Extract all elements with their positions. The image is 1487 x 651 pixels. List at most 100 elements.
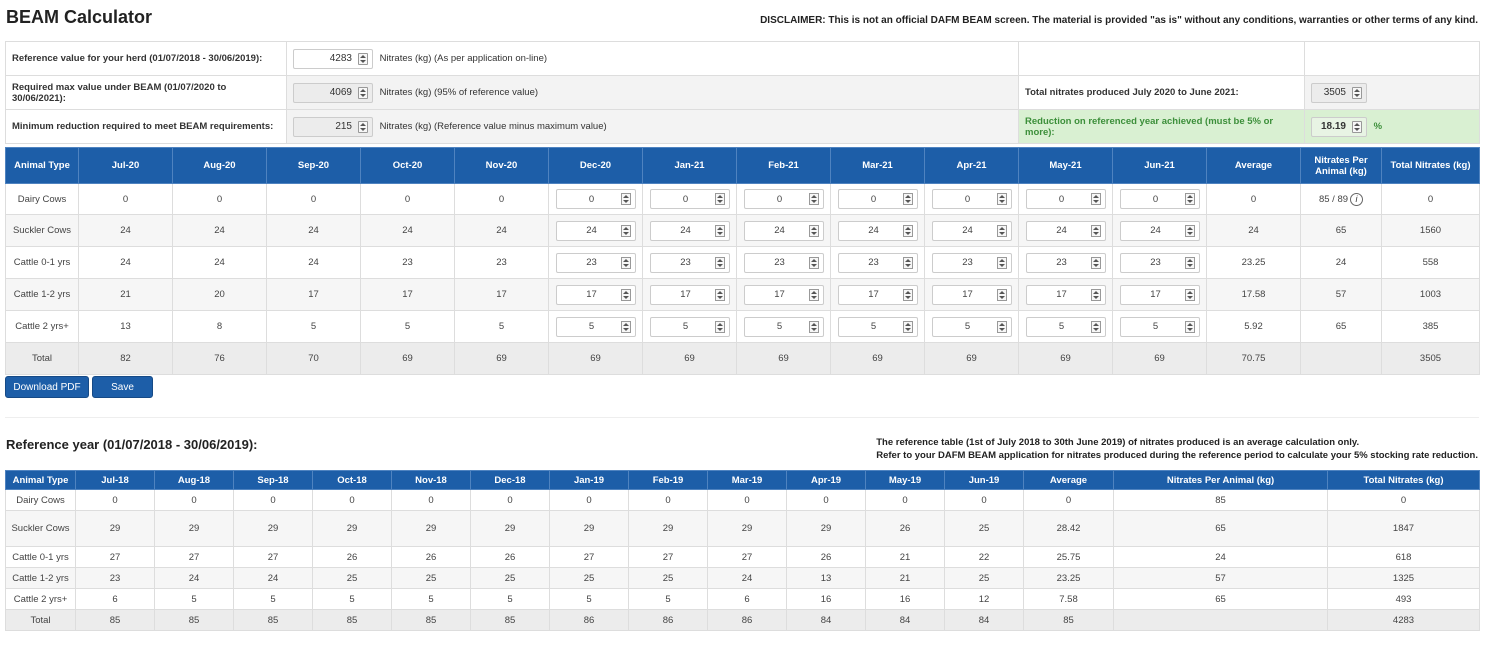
spinner-arrows-icon[interactable]	[620, 193, 631, 205]
month-value-input[interactable]: 17	[1025, 284, 1106, 305]
per-animal-value: 65	[1335, 225, 1347, 236]
month-value-input[interactable]: 17	[837, 284, 918, 305]
spinner-arrows-icon[interactable]	[1184, 288, 1195, 301]
spinner-arrows-icon	[1352, 86, 1362, 99]
month-value-input[interactable]: 17	[555, 284, 636, 305]
month-value-input[interactable]: 0	[1025, 189, 1106, 209]
spinner-arrows-icon[interactable]	[620, 288, 631, 301]
month-cell: 24	[1112, 214, 1207, 247]
min-reduction-value: 215	[293, 116, 373, 137]
month-value-input[interactable]: 5	[837, 316, 918, 337]
average-cell: 24	[1206, 214, 1301, 247]
spinner-arrows-icon[interactable]	[996, 256, 1007, 269]
month-value-input[interactable]: 24	[1025, 220, 1106, 241]
month-value-input[interactable]: 0	[931, 189, 1012, 209]
current-year-table: Animal Type Jul-20 Aug-20 Sep-20 Oct-20 …	[5, 147, 1480, 375]
month-cell: 24	[172, 246, 267, 279]
spinner-arrows-icon[interactable]	[620, 256, 631, 269]
spinner-arrows-icon[interactable]	[902, 320, 913, 333]
month-cell: 86	[549, 609, 629, 631]
info-icon[interactable]: i	[1350, 192, 1364, 206]
month-value-input[interactable]: 23	[837, 252, 918, 273]
spinner-arrows-icon[interactable]	[714, 224, 725, 237]
total-nitrates-cell: 385	[1381, 310, 1480, 343]
month-value-input[interactable]: 5	[743, 316, 824, 337]
spinner-arrows-icon[interactable]	[996, 320, 1007, 333]
month-cell: 86	[707, 609, 787, 631]
month-value-input[interactable]: 24	[555, 220, 636, 241]
spinner-arrows-icon[interactable]	[1184, 193, 1195, 205]
spinner-arrows-icon[interactable]	[620, 224, 631, 237]
month-value: 0	[964, 193, 971, 205]
spinner-arrows-icon[interactable]	[902, 288, 913, 301]
spinner-arrows-icon[interactable]	[1184, 256, 1195, 269]
per-animal-cell: 85 / 89 i	[1300, 183, 1382, 215]
spinner-arrows-icon[interactable]	[1090, 288, 1101, 301]
month-value-input[interactable]: 17	[931, 284, 1012, 305]
month-cell: 22	[944, 546, 1024, 568]
month-value-input[interactable]: 5	[1025, 316, 1106, 337]
month-cell: 16	[865, 588, 945, 610]
average-cell: 70.75	[1206, 342, 1301, 375]
month-value-input[interactable]: 24	[743, 220, 824, 241]
col-header: Apr-21	[924, 147, 1019, 184]
month-value-input[interactable]: 5	[649, 316, 730, 337]
spinner-arrows-icon[interactable]	[714, 320, 725, 333]
spinner-arrows-icon[interactable]	[1090, 224, 1101, 237]
month-cell: 27	[233, 546, 313, 568]
spinner-arrows-icon[interactable]	[996, 224, 1007, 237]
spinner-arrows-icon[interactable]	[996, 288, 1007, 301]
spinner-arrows-icon[interactable]	[996, 193, 1007, 205]
required-max-label: Required max value under BEAM (01/07/202…	[5, 75, 287, 110]
month-value-input[interactable]: 23	[743, 252, 824, 273]
month-value-input[interactable]: 0	[743, 189, 824, 209]
month-value-input[interactable]: 24	[837, 220, 918, 241]
spinner-arrows-icon[interactable]	[808, 193, 819, 205]
spinner-arrows-icon[interactable]	[1090, 193, 1101, 205]
average-cell: 0	[1206, 183, 1301, 215]
required-max-cell: 4069 Nitrates (kg) (95% of reference val…	[286, 75, 1019, 110]
month-value-input[interactable]: 23	[1119, 252, 1200, 273]
month-value-input[interactable]: 24	[1119, 220, 1200, 241]
month-value-input[interactable]: 0	[1119, 189, 1200, 209]
spinner-arrows-icon[interactable]	[358, 52, 368, 65]
spinner-arrows-icon[interactable]	[902, 193, 913, 205]
spinner-arrows-icon[interactable]	[620, 320, 631, 333]
month-value-input[interactable]: 5	[1119, 316, 1200, 337]
month-cell: 84	[865, 609, 945, 631]
month-value-input[interactable]: 0	[837, 189, 918, 209]
month-value-input[interactable]: 0	[555, 189, 636, 209]
spinner-arrows-icon[interactable]	[808, 256, 819, 269]
download-pdf-button[interactable]: Download PDF	[5, 376, 89, 398]
month-value-input[interactable]: 23	[649, 252, 730, 273]
spinner-arrows-icon[interactable]	[1090, 256, 1101, 269]
per-animal-value: 85 / 89	[1318, 193, 1349, 205]
summary-empty-cell	[1018, 41, 1305, 76]
spinner-arrows-icon[interactable]	[808, 320, 819, 333]
save-button[interactable]: Save	[92, 376, 153, 398]
spinner-arrows-icon[interactable]	[1184, 224, 1195, 237]
spinner-arrows-icon[interactable]	[714, 288, 725, 301]
spinner-arrows-icon[interactable]	[1090, 320, 1101, 333]
month-value-input[interactable]: 23	[1025, 252, 1106, 273]
spinner-arrows-icon[interactable]	[714, 193, 725, 205]
month-value-input[interactable]: 5	[931, 316, 1012, 337]
month-value-input[interactable]: 5	[555, 316, 636, 337]
spinner-arrows-icon[interactable]	[808, 288, 819, 301]
per-animal-value: 57	[1335, 289, 1347, 300]
month-value-input[interactable]: 23	[555, 252, 636, 273]
spinner-arrows-icon[interactable]	[902, 256, 913, 269]
spinner-arrows-icon[interactable]	[714, 256, 725, 269]
spinner-arrows-icon[interactable]	[808, 224, 819, 237]
spinner-arrows-icon[interactable]	[1184, 320, 1195, 333]
reference-value-input[interactable]: 4283	[293, 48, 373, 69]
month-value-input[interactable]: 17	[743, 284, 824, 305]
month-value-input[interactable]: 17	[649, 284, 730, 305]
month-value-input[interactable]: 17	[1119, 284, 1200, 305]
month-value-input[interactable]: 24	[931, 220, 1012, 241]
month-value-input[interactable]: 0	[649, 189, 730, 209]
month-value-input[interactable]: 23	[931, 252, 1012, 273]
month-value-input[interactable]: 24	[649, 220, 730, 241]
spinner-arrows-icon[interactable]	[902, 224, 913, 237]
table-row: Cattle 1-2 yrs 21 20 17 17 17 17 17 17 17 17 17 17 17…	[5, 278, 1480, 311]
